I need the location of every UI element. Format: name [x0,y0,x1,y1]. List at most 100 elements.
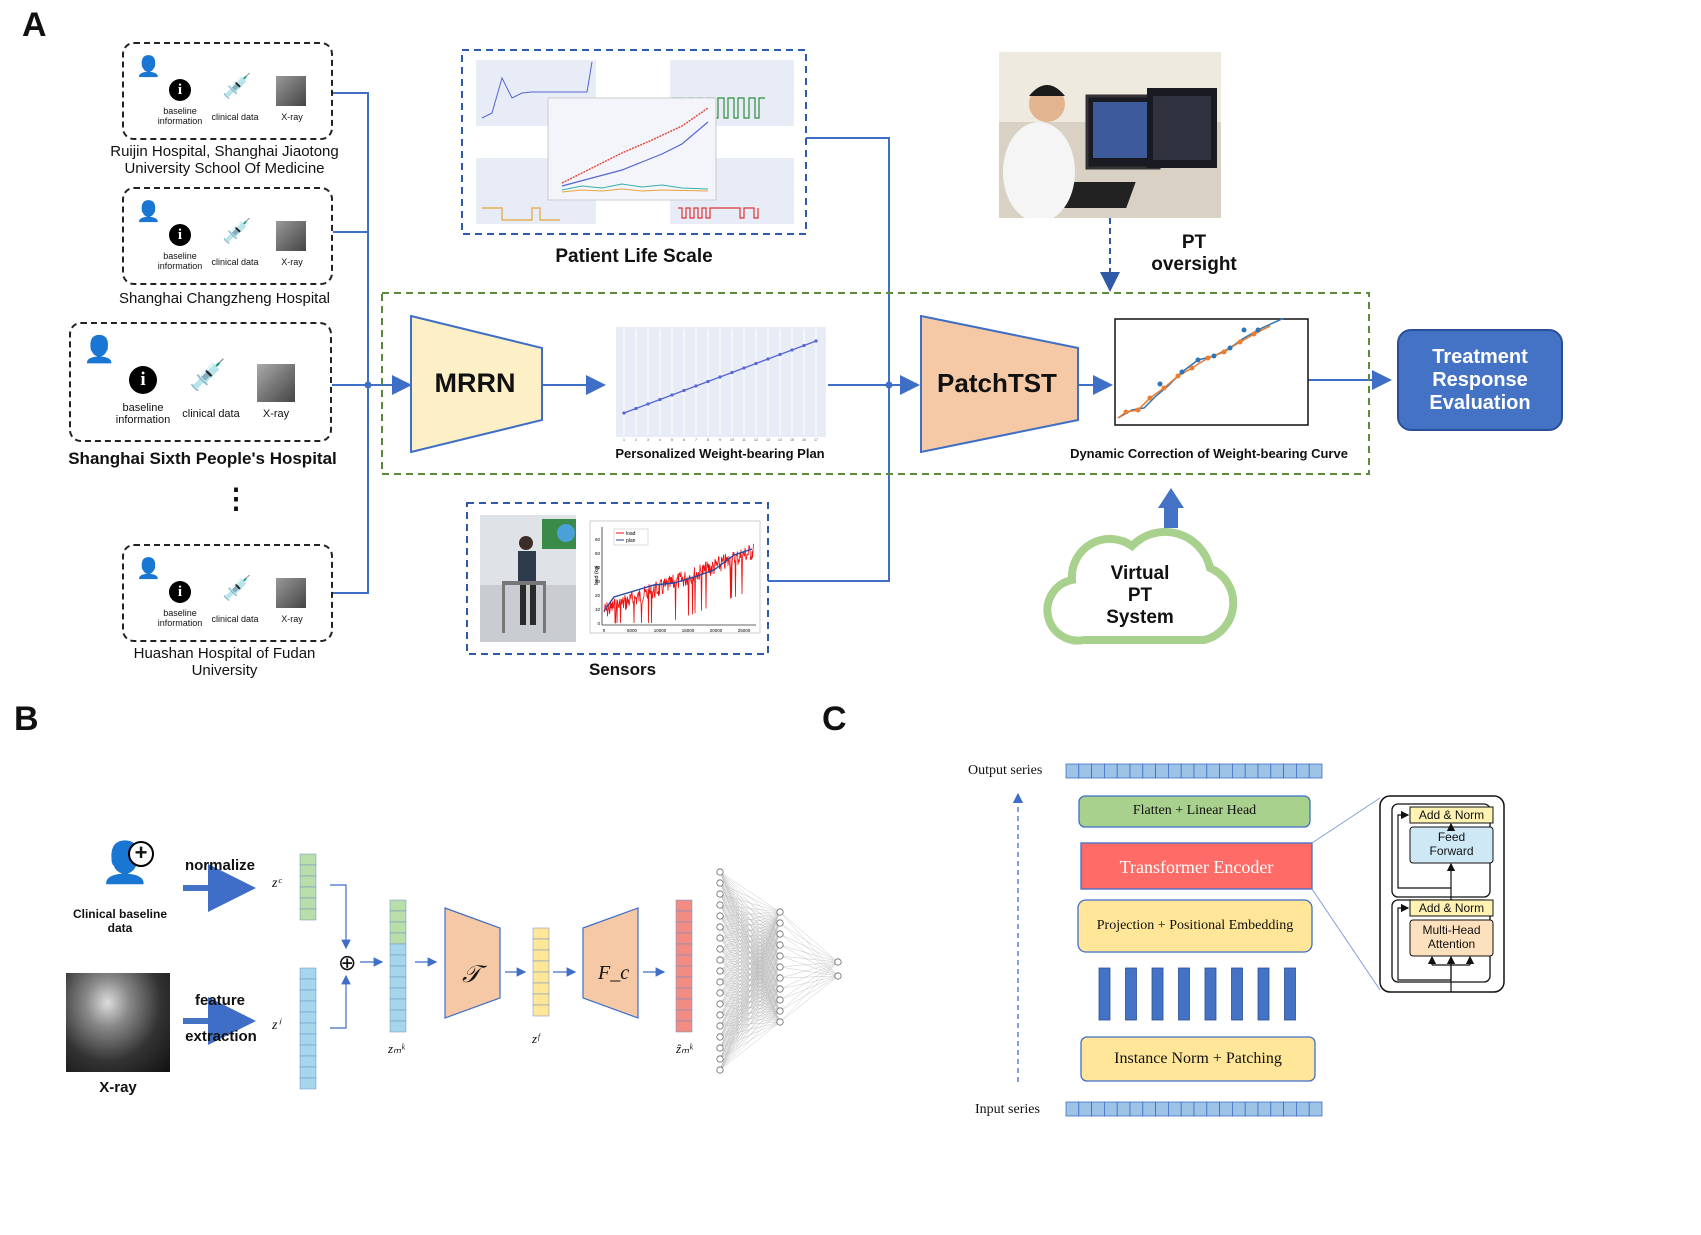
zmkhat-col-cell [675,1020,693,1033]
zmk-col-cell [389,921,407,934]
zmk-col-cell [389,943,407,956]
sensor-xtick: 25000 [738,628,751,633]
multi-head-attention-block: Multi-Head Attention [1422,923,1481,951]
sensor-ytick: 10 [595,607,601,612]
xray-caption: X-ray [99,1079,137,1096]
plan-xtick: 13 [766,438,770,442]
nn-node [716,945,724,953]
output-series-cell [1231,763,1246,779]
patient-icon: 👤 [136,56,161,78]
zmk-col-cell [389,965,407,978]
nn-node [716,1022,724,1030]
baseline-label: baseline information [157,251,203,271]
output-series-cell [1295,763,1310,779]
plan-xtick: 2 [635,438,637,442]
hospital-label-1: Ruijin Hospital, Shanghai Jiaotong Univer… [110,143,339,177]
hospital-card-2: 👤 i baseline information 💉 clinical data … [122,187,333,285]
clinical-data-label: clinical data [211,257,259,267]
patch-token [1125,967,1137,1021]
patch-token [1257,967,1270,1021]
plan-point [778,352,782,357]
patient-life-scale-charts [476,60,794,224]
sensor-ytick: 0 [597,621,600,626]
zmk-col-cell [389,1020,407,1033]
plan-xtick: 11 [742,438,746,442]
zmk-col-cell [389,998,407,1011]
flatten-linear-head: Flatten + Linear Head [1132,803,1257,818]
zmkhat-col-cell [675,910,693,923]
hospital-card-1: 👤 i baseline information 💉 clinical data … [122,42,333,140]
nn-node [776,908,784,916]
zmk-col-cell [389,910,407,923]
plan-xtick: 8 [707,438,709,442]
output-series-label: Output series [968,763,1043,778]
output-series-cell [1308,763,1323,779]
clinical-data-label: clinical data [182,408,240,420]
zmkhat-col-cell [675,899,693,912]
normalize-label: normalize [184,857,256,874]
input-series-cell [1142,1101,1157,1117]
info-icon: i [129,366,157,394]
input-series-cell [1167,1101,1182,1117]
nn-node [776,974,784,982]
output-series-cell [1193,763,1208,779]
plan-xtick: 4 [659,438,661,442]
nn-node [716,1033,724,1041]
hospital-card-3: 👤 i baseline information 💉 clinical data … [69,322,332,442]
nn-node [776,963,784,971]
ellipsis-icon: ⋮ [222,483,250,514]
zmk-col-cell [389,954,407,967]
zf-col-cell [532,982,550,995]
input-series-label: Input series [975,1102,1040,1117]
hospital-label-4: Huashan Hospital of Fudan University [133,645,316,679]
input-series-cell [1231,1101,1246,1117]
xray-image [66,973,170,1072]
zc-label: zᶜ [272,876,282,891]
zc-col-cell [299,886,317,899]
output-series-cell [1283,763,1297,779]
nn-node [834,972,842,980]
plan-point [754,361,758,366]
zf-col-cell [532,949,550,962]
patchtst-label: PatchTST [937,368,1057,398]
nn-node [776,996,784,1004]
patient-life-scale-title: Patient Life Scale [555,246,713,267]
plan-xtick: 10 [730,438,734,442]
output-series-cell [1206,763,1220,779]
plan-xtick: 1 [623,438,625,442]
panel-c-diagram [1012,763,1505,1117]
zi-col-cell [299,1011,317,1024]
input-series-cell [1206,1101,1220,1117]
plan-xtick: 15 [790,438,794,442]
plan-point [730,370,734,375]
zmk-col-cell [389,976,407,989]
output-series-cell [1219,763,1233,779]
output-series-cell [1257,763,1272,779]
zc-col-cell [299,853,317,866]
nn-node [776,941,784,949]
zmkhat-col-cell [675,921,693,934]
nn-node [776,985,784,993]
zmkhat-col-cell [675,943,693,956]
nn-node [776,952,784,960]
nn-node [776,930,784,938]
sensor-y-label: load (kg) [594,565,600,585]
clinical-baseline-label: Clinical baseline data [72,907,168,935]
input-series-cell [1244,1101,1259,1117]
zc-col-cell [299,908,317,921]
baseline-label: baseline information [115,402,171,426]
nn-node [776,919,784,927]
plan-point [706,379,710,384]
plan-xtick: 9 [719,438,721,442]
sensor-ytick: 30 [595,579,601,584]
patch-token [1231,967,1243,1021]
plan-xtick: 17 [814,438,818,442]
input-series-cell [1308,1101,1323,1117]
patient-icon: 👤 [136,558,161,580]
zmk-col-cell [389,987,407,1000]
zc-col-cell [299,875,317,888]
sensor-xtick: 0 [603,628,606,633]
sensors-title: Sensors [588,660,657,679]
nn-node [834,958,842,966]
zf-col-cell [532,971,550,984]
